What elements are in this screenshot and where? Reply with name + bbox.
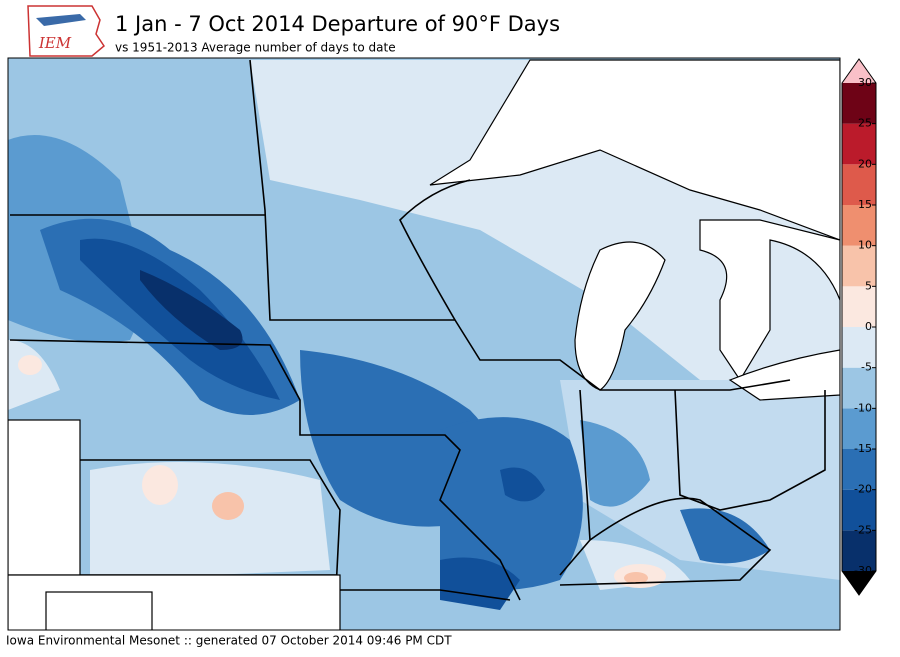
colorbar-extend-high bbox=[842, 59, 876, 83]
colorbar-segment bbox=[842, 245, 876, 287]
colorbar-label: -20 bbox=[854, 483, 872, 496]
colorbar-segment bbox=[842, 489, 876, 531]
map bbox=[7, 57, 841, 631]
footer: Iowa Environmental Mesonet :: generated … bbox=[6, 634, 452, 648]
colorbar-label: -25 bbox=[854, 523, 872, 536]
colorbar-segment bbox=[842, 327, 876, 368]
colorbar-label: 5 bbox=[865, 279, 872, 292]
colorbar-segment bbox=[842, 164, 876, 205]
colorbar-segment bbox=[842, 449, 876, 490]
colorbar-label: -10 bbox=[854, 401, 872, 414]
colorbar-segment bbox=[842, 205, 876, 246]
colorbar-segment bbox=[842, 83, 876, 124]
colorbar-label: 20 bbox=[858, 157, 872, 170]
colorbar-label: 25 bbox=[858, 117, 872, 130]
colorbar-segment bbox=[842, 286, 876, 327]
colorbar-segment bbox=[842, 408, 876, 449]
colorbar: -30 -25 -20 -15 -10 -5 0 5 10 15 20 25 30 bbox=[841, 58, 877, 596]
colorbar-segment bbox=[842, 123, 876, 165]
logo-text: IEM bbox=[38, 34, 72, 52]
colorbar-segment bbox=[842, 367, 876, 409]
colorbar-label: -5 bbox=[861, 361, 872, 374]
colorbar-label: 15 bbox=[858, 198, 872, 211]
colorbar-extend-low bbox=[842, 571, 876, 595]
logo: IEM bbox=[27, 5, 105, 57]
colorbar-segment bbox=[842, 530, 876, 571]
colorbar-label: -30 bbox=[854, 564, 872, 577]
colorbar-label: 30 bbox=[858, 76, 872, 89]
colorbar-label: 10 bbox=[858, 239, 872, 252]
colorbar-label: -15 bbox=[854, 442, 872, 455]
title: 1 Jan - 7 Oct 2014 Departure of 90°F Day… bbox=[115, 12, 560, 36]
subtitle: vs 1951-2013 Average number of days to d… bbox=[115, 41, 396, 55]
colorbar-label: 0 bbox=[865, 320, 872, 333]
